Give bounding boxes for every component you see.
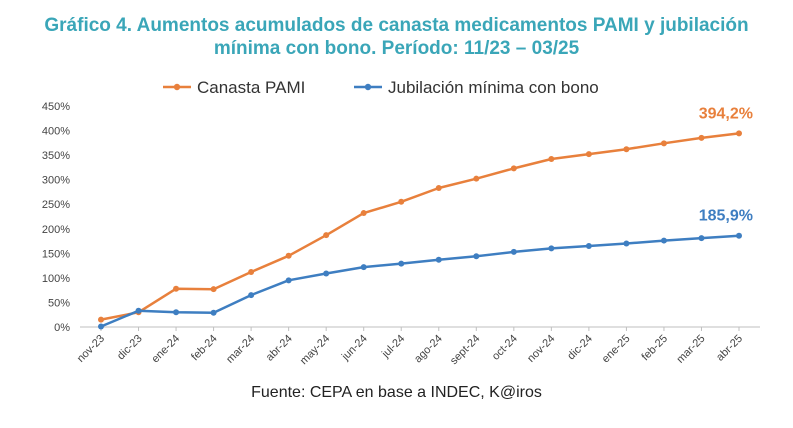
chart-title-line-2: mínima con bono. Período: 11/23 – 03/25	[213, 38, 580, 59]
chart-title-line-1: Gráfico 4. Aumentos acumulados de canast…	[44, 15, 749, 36]
legend-swatch-marker	[173, 83, 181, 91]
data-point	[360, 210, 367, 217]
data-point	[736, 130, 742, 137]
x-tick-label: feb-25	[640, 333, 671, 364]
data-point	[473, 175, 480, 182]
data-point	[173, 309, 180, 316]
data-point	[398, 260, 405, 267]
data-point	[398, 198, 405, 205]
x-tick-label: dic-23	[115, 333, 145, 363]
data-point	[98, 316, 104, 323]
data-point	[510, 165, 517, 172]
y-tick-label: 100%	[42, 273, 70, 285]
x-tick-label: mar-25	[674, 333, 707, 366]
y-tick-label: 400%	[42, 126, 70, 138]
x-tick-label: may-24	[298, 333, 332, 367]
y-tick-label: 450%	[42, 101, 70, 113]
data-point	[510, 248, 517, 255]
x-tick-label: ene-24	[149, 333, 182, 366]
legend-label: Canasta PAMI	[197, 78, 305, 97]
x-tick-label: feb-24	[189, 333, 220, 364]
data-point	[285, 252, 292, 259]
end-value-label-2: 185,9%	[699, 208, 753, 225]
x-tick-label: jun-24	[339, 333, 370, 364]
x-tick-label: nov-24	[525, 333, 557, 365]
data-point	[248, 268, 255, 275]
x-tick-label: ene-25	[600, 333, 633, 366]
data-point	[623, 240, 630, 247]
x-tick-label: dic-24	[565, 333, 595, 363]
end-value-label-1: 394,2%	[699, 105, 753, 122]
y-tick-label: 300%	[42, 175, 70, 187]
x-tick-label: jul-24	[379, 333, 407, 361]
source-note: Fuente: CEPA en base a INDEC, K@iros	[251, 384, 542, 401]
data-point	[623, 146, 630, 153]
x-tick-label: mar-24	[224, 333, 257, 366]
legend-swatch-marker	[364, 83, 372, 91]
data-point	[210, 286, 217, 293]
data-point	[585, 151, 592, 158]
x-tick-label: abr-24	[264, 333, 295, 364]
data-point	[698, 134, 705, 141]
data-point	[660, 140, 667, 147]
data-point	[473, 253, 480, 260]
data-point	[435, 185, 442, 192]
data-point	[660, 237, 667, 244]
series-line-1	[99, 132, 741, 321]
legend-label: Jubilación mínima con bono	[388, 78, 599, 97]
data-point	[548, 245, 555, 252]
data-point	[135, 307, 142, 314]
data-point	[323, 232, 330, 239]
x-tick-label: nov-23	[75, 333, 107, 365]
x-tick-label: oct-24	[490, 333, 520, 363]
y-tick-label: 50%	[48, 297, 70, 309]
y-tick-label: 0%	[54, 322, 70, 334]
y-tick-label: 200%	[42, 224, 70, 236]
series-line-2	[99, 234, 741, 328]
data-point	[248, 292, 255, 299]
data-point	[98, 323, 104, 330]
data-point	[323, 270, 330, 277]
data-point	[585, 242, 592, 249]
data-point	[360, 264, 367, 271]
data-point	[210, 309, 217, 316]
x-tick-label: abr-25	[714, 333, 745, 364]
y-tick-label: 150%	[42, 248, 70, 260]
chart-title: Gráfico 4. Aumentos acumulados de canast…	[0, 14, 793, 60]
data-point	[173, 285, 180, 292]
data-point	[736, 232, 742, 239]
y-tick-label: 350%	[42, 150, 70, 162]
data-point	[698, 235, 705, 242]
y-tick-label: 250%	[42, 199, 70, 211]
x-tick-label: sept-24	[448, 333, 482, 367]
data-point	[548, 156, 555, 163]
data-point	[285, 277, 292, 284]
data-point	[435, 256, 442, 263]
x-tick-label: ago-24	[412, 333, 445, 366]
